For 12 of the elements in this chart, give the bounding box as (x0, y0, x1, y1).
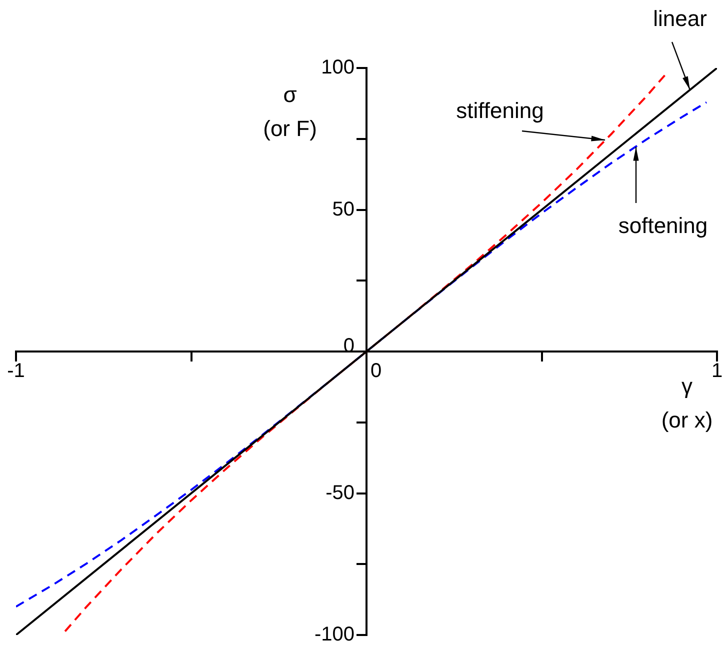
x-tick-label: 1 (711, 360, 723, 382)
text: softening (618, 213, 708, 238)
y-tick-label: 50 (332, 198, 354, 220)
y-tick-label: -50 (326, 482, 354, 504)
y-axis-title: σ (or F) (263, 82, 317, 142)
x-axis-title: γ (or x) (661, 374, 713, 433)
x-tick-label: -1 (7, 360, 25, 382)
y-tick-label: -100 (314, 624, 354, 646)
x-tick-label: 0 (370, 360, 382, 382)
text: stiffening (456, 98, 544, 124)
series-label: linear (653, 6, 707, 32)
y-tick-label: 100 (321, 56, 354, 79)
